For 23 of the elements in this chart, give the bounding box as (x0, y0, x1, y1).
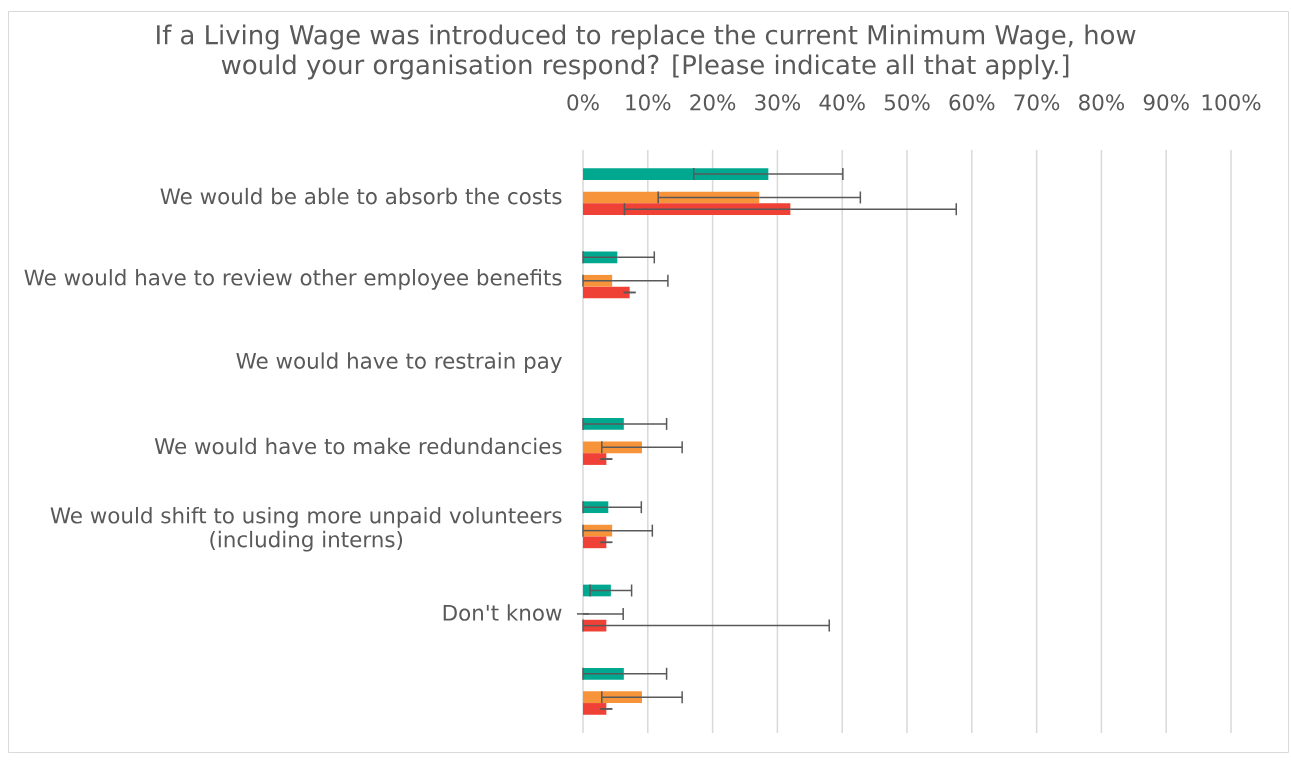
y-tick-label: We would be able to absorb the costs (160, 187, 562, 205)
bar (583, 536, 607, 549)
x-tick-label: 40% (819, 94, 865, 111)
y-tick-label: We would have to review other employee benefits (24, 269, 562, 290)
chart-title: If a Living Wage was introduced to replace the current Minimum Wage, how would your organisation respond? [Please indicate all that apply.] (157, 24, 1136, 80)
x-tick-label: 60% (949, 94, 995, 111)
x-tick-label: 0% (567, 94, 599, 111)
y-tick-label: We would shift to using more unpaid volunteers (including interns) (50, 506, 562, 552)
y-tick-label: We would have to restrain pay (236, 352, 562, 374)
bar (583, 286, 630, 299)
y-tick-label: Don't know (443, 604, 562, 621)
bar (583, 703, 607, 715)
x-tick-label: 100% (1202, 94, 1261, 111)
x-tick-label: 20% (690, 94, 736, 111)
y-tick-label: We would have to make redundancies (154, 437, 562, 455)
x-tick-label: 50% (884, 94, 930, 111)
x-tick-label: 90% (1143, 94, 1189, 111)
bar (583, 168, 769, 180)
x-tick-label: 70% (1014, 94, 1060, 111)
x-tick-label: 80% (1079, 94, 1125, 111)
bar (583, 453, 607, 465)
x-tick-label: 10% (626, 94, 671, 111)
x-tick-label: 30% (755, 94, 801, 111)
